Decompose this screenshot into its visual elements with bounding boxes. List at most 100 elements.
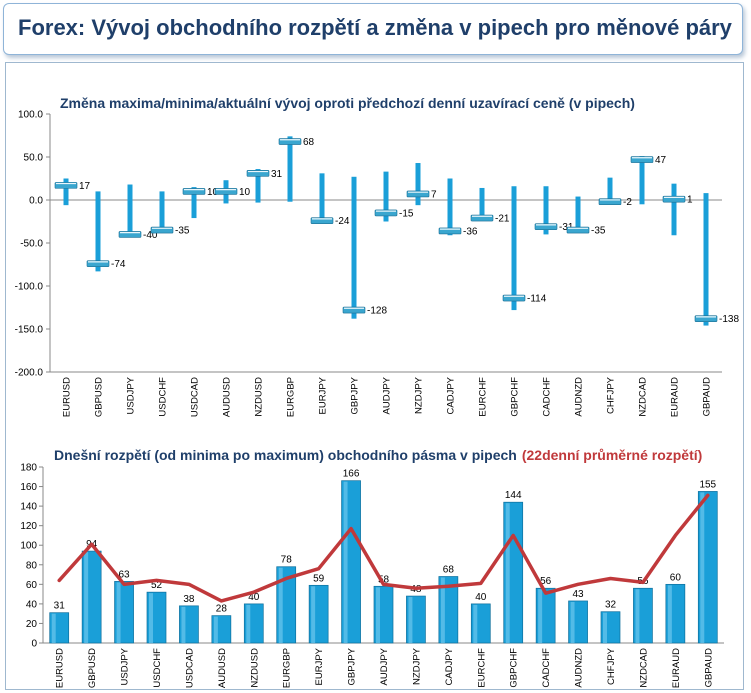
chart2-bar-highlight	[181, 606, 186, 643]
chart1-title: Změna maxima/minima/aktuální vývoj oprot…	[60, 95, 635, 111]
chart2-category-label: CADJPY	[444, 647, 455, 685]
chart1-range-bar	[127, 184, 133, 235]
chart1-category-label: EURCHF	[478, 377, 489, 417]
chart2-bar-highlight	[311, 586, 316, 643]
chart2-bar-highlight	[278, 567, 283, 643]
chart2-bar-highlight	[667, 585, 672, 643]
chart2-value-label: 38	[183, 594, 195, 605]
chart2-bar-highlight	[343, 481, 348, 643]
chart1-y-tick-label: -100.0	[15, 282, 44, 293]
chart2-category-label: EURGBP	[282, 648, 293, 688]
chart1-range-bar	[255, 169, 261, 203]
chart2-y-tick-label: 100	[20, 541, 37, 552]
chart1-category-label: AUDNZD	[574, 377, 585, 417]
chart1-value-label: -35	[175, 226, 190, 237]
chart1-category-label: NZDUSD	[254, 377, 265, 417]
chart1-value-label: -2	[623, 197, 632, 208]
chart2-bar-highlight	[376, 587, 380, 643]
chart2-y-tick-label: 60	[26, 580, 38, 591]
chart1-value-label: -36	[463, 226, 478, 237]
chart1-category-label: GBPJPY	[350, 376, 361, 414]
chart2-bar-highlight	[700, 492, 705, 643]
chart2-value-label: 32	[605, 600, 617, 611]
chart2-value-label: 155	[699, 479, 716, 490]
chart2-category-label: EURCHF	[476, 648, 487, 688]
chart1-value-label: 68	[303, 137, 315, 148]
chart1-value-label: 31	[271, 169, 283, 180]
chart2-category-label: AUDNZD	[574, 648, 585, 688]
chart2-bar-highlight	[603, 612, 607, 643]
chart1-category-label: GBPAUD	[702, 377, 713, 417]
chart1-category-label: AUDUSD	[222, 377, 233, 417]
chart2-bar-highlight	[408, 597, 413, 643]
header-box: Forex: Vývoj obchodního rozpětí a změna …	[3, 3, 743, 55]
chart2-bar-highlight	[51, 613, 56, 643]
chart2-value-label: 144	[505, 490, 522, 501]
chart2-category-label: NZDUSD	[249, 648, 260, 688]
chart2-category-label: USDCHF	[152, 648, 163, 688]
chart1-category-label: AUDJPY	[382, 376, 393, 414]
chart2-y-tick-label: 180	[20, 463, 37, 474]
chart2-y-tick-label: 160	[20, 482, 37, 493]
chart2-value-label: 63	[119, 569, 131, 580]
chart1-value-label: -138	[719, 314, 739, 325]
chart1-range-bar	[703, 193, 709, 326]
chart1-range-bar	[575, 196, 581, 232]
chart2-category-label: AUDUSD	[217, 648, 228, 688]
chart2-bar-highlight	[505, 503, 510, 643]
chart2-value-label: 56	[540, 576, 552, 587]
chart1-category-label: EURUSD	[62, 377, 73, 417]
chart2-title-main: Dnešní rozpětí (od minima po maximum) ob…	[54, 447, 517, 463]
chart1-range-bar	[319, 173, 325, 224]
chart2-y-tick-label: 120	[20, 521, 37, 532]
chart2-value-label: 43	[573, 589, 585, 600]
chart2-bar-highlight	[538, 589, 543, 643]
chart2-value-label: 68	[443, 565, 455, 576]
chart1-y-tick-label: 100.0	[18, 110, 43, 121]
chart2-y-tick-label: 40	[26, 599, 38, 610]
chart1-category-label: EURGBP	[286, 377, 297, 417]
chart2-category-label: EURJPY	[314, 647, 325, 685]
chart2-value-label: 59	[313, 573, 325, 584]
chart1-category-label: USDCAD	[190, 377, 201, 417]
chart2-y-tick-label: 0	[31, 639, 37, 650]
chart1-value-label: -114	[527, 294, 547, 305]
chart1-category-label: CADCHF	[542, 377, 553, 417]
chart1-value-label: 47	[655, 155, 667, 166]
chart2-category-label: NZDCAD	[638, 648, 649, 688]
chart1-value-label: 10	[207, 187, 219, 198]
chart2-title: Dnešní rozpětí (od minima po maximum) ob…	[54, 447, 702, 463]
chart2-category-label: AUDJPY	[379, 647, 390, 685]
chart1-value-label: -31	[559, 222, 574, 233]
chart1-value-label: 7	[431, 189, 437, 200]
chart1-category-label: CHFJPY	[606, 376, 617, 414]
chart1-value-label: -15	[399, 208, 414, 219]
chart1-category-label: GBPUSD	[94, 377, 105, 417]
chart2-category-label: GBPUSD	[87, 648, 98, 688]
chart1-value-label: 17	[79, 181, 91, 192]
chart1-value-label: -24	[335, 216, 350, 227]
chart2-bar-highlight	[570, 601, 575, 643]
chart1-range-bar	[63, 178, 69, 206]
chart2-category-label: EURUSD	[55, 648, 66, 688]
chart1-category-label: NZDCAD	[638, 377, 649, 417]
chart1-category-label: EURAUD	[670, 377, 681, 417]
chart1-category-label: EURJPY	[318, 376, 329, 414]
chart2-category-label: GBPCHF	[509, 648, 520, 688]
chart1-range-bar	[383, 171, 389, 222]
chart1-range-bar	[543, 186, 549, 235]
chart2-value-label: 40	[475, 592, 487, 603]
chart2-bar-highlight	[213, 616, 218, 643]
chart1-value-label: -35	[591, 226, 606, 237]
chart1-range-bar	[607, 177, 613, 205]
chart1-range-bar	[287, 136, 293, 202]
chart2-value-label: 60	[670, 572, 682, 583]
chart1-value-label: 1	[687, 195, 693, 206]
chart1-range-bar	[415, 163, 421, 206]
chart1-range-bar	[639, 156, 645, 205]
chart1-range-bar	[159, 191, 165, 233]
chart1-y-tick-label: 50.0	[24, 153, 44, 164]
chart2-category-label: EURAUD	[671, 648, 682, 688]
chart2-category-label: USDCAD	[184, 648, 195, 688]
